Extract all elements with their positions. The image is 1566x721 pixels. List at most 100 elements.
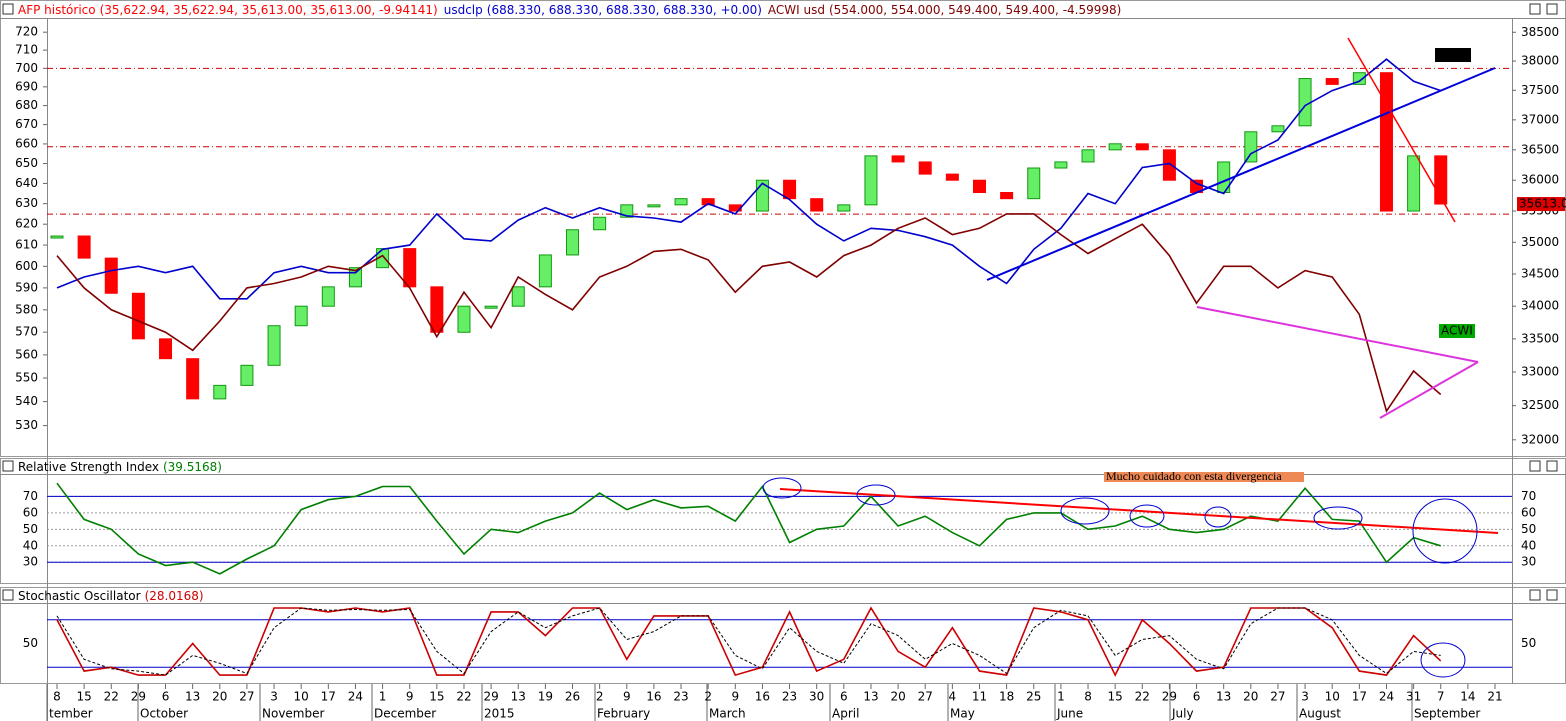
y-tick-label: 700 (15, 61, 38, 75)
x-tick-label: 1 (1057, 690, 1065, 704)
month-label: May (950, 707, 975, 721)
x-tick-label: 23 (782, 690, 797, 704)
y2-tick-label: 38000 (1521, 54, 1559, 68)
y-tick-label: 580 (15, 302, 38, 316)
month-label: 2015 (484, 707, 515, 721)
candle (159, 338, 173, 360)
candle (1271, 125, 1285, 133)
x-tick-label: 9 (731, 690, 739, 704)
x-tick-label: 2 (704, 690, 712, 704)
candle (321, 286, 335, 307)
close-button[interactable] (1546, 3, 1558, 15)
month-label: March (709, 707, 746, 721)
x-tick-label: 29 (1162, 690, 1177, 704)
candle (755, 179, 769, 212)
x-tick-label: 8 (1084, 690, 1092, 704)
y2-tick-label: 32500 (1521, 398, 1559, 412)
legend-name: AFP histórico (18, 3, 96, 17)
trend-line (1196, 306, 1479, 363)
candle (1135, 143, 1149, 151)
y-tick-label: 680 (15, 98, 38, 112)
x-tick-label: 15 (76, 690, 91, 704)
candle (1000, 192, 1014, 200)
candle (511, 286, 525, 307)
y2-tick-label: 50 (1521, 522, 1536, 536)
y-tick-label: 40 (23, 538, 38, 552)
y2-tick-label: 37000 (1521, 112, 1559, 126)
trend-line (1347, 37, 1456, 223)
panel-icon (2, 589, 14, 601)
y2-tick-label: 34500 (1521, 267, 1559, 281)
candle (972, 179, 986, 194)
restore-button[interactable] (1529, 3, 1541, 15)
ellipse (1412, 498, 1478, 564)
candle (240, 364, 254, 386)
y-tick-label: 640 (15, 176, 38, 190)
legend-readout: (554.000, 554.000, 549.400, 549.400, -4.… (829, 3, 1121, 17)
legend: AFP histórico (35,622.94, 35,622.94, 35,6… (18, 3, 1121, 17)
candle (945, 173, 959, 181)
restore-button[interactable] (1529, 589, 1541, 601)
candle (77, 235, 91, 259)
series-line (56, 482, 1441, 575)
y-tick-label: 660 (15, 136, 38, 150)
close-button[interactable] (1546, 589, 1558, 601)
legend-readout: (688.330, 688.330, 688.330, 688.330, +0.… (487, 3, 762, 17)
trend-line (779, 488, 1499, 534)
restore-button[interactable] (1529, 460, 1541, 472)
y-tick-label: 50 (23, 522, 38, 536)
plot-content (43, 31, 1516, 721)
y2-tick-label: 33500 (1521, 331, 1559, 345)
candle (891, 155, 905, 163)
y-tick-label: 550 (15, 371, 38, 385)
ellipse (1313, 506, 1363, 530)
candle (430, 286, 444, 333)
ellipse (1420, 642, 1466, 678)
series-line (56, 606, 1442, 677)
y-tick-label: 30 (23, 555, 38, 569)
candle (294, 305, 308, 327)
candle (50, 235, 64, 239)
x-tick-label: 7 (1437, 690, 1445, 704)
x-tick-label: 25 (1026, 690, 1041, 704)
labels: 5305405505605705805906006106206306406506… (15, 3, 1566, 721)
x-tick-label: 15 (1108, 690, 1123, 704)
y2-tick-label: 35000 (1521, 235, 1559, 249)
close-button[interactable] (1546, 460, 1558, 472)
month-label: October (140, 707, 188, 721)
candle (1325, 78, 1339, 85)
panel-readout: (39.5168) (163, 460, 222, 474)
x-tick-label: 3 (1301, 690, 1309, 704)
x-tick-label: 29 (131, 690, 146, 704)
x-tick-label: 27 (1270, 690, 1285, 704)
candle (701, 198, 715, 206)
candle (674, 198, 688, 206)
y2-tick-label: 40 (1521, 538, 1536, 552)
candle (104, 257, 118, 294)
x-tick-label: 9 (406, 690, 414, 704)
trend-line (986, 67, 1496, 281)
x-tick-label: 21 (1487, 690, 1502, 704)
window-buttons[interactable] (1529, 3, 1558, 601)
candle (457, 305, 471, 333)
panel-readout: (28.0168) (145, 589, 204, 603)
x-tick-label: 11 (972, 690, 987, 704)
y-tick-label: 720 (15, 25, 38, 39)
y-tick-label: 710 (15, 43, 38, 57)
candle (213, 384, 227, 400)
annotation: Mucho cuidado con esta divergencia (1106, 469, 1282, 483)
ellipse (1204, 506, 1232, 528)
x-tick-label: 16 (646, 690, 661, 704)
y-tick-label: 600 (15, 259, 38, 273)
x-tick-label: 24 (348, 690, 363, 704)
candle (566, 229, 580, 256)
y-tick-label: 670 (15, 117, 38, 131)
x-tick-label: 4 (949, 690, 957, 704)
y-tick-label: 560 (15, 347, 38, 361)
ellipse (1060, 497, 1110, 525)
x-tick-label: 27 (239, 690, 254, 704)
candle (484, 305, 498, 309)
y2-tick-label: 70 (1521, 489, 1536, 503)
x-tick-label: 13 (185, 690, 200, 704)
